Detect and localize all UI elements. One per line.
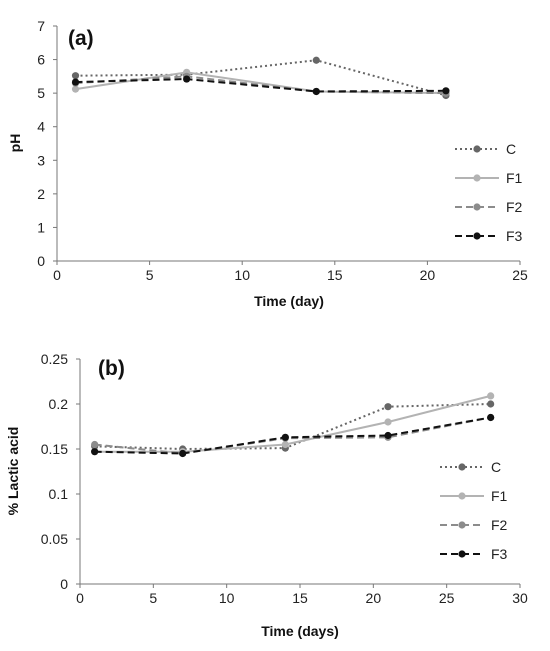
x-tick-label: 5 (149, 590, 157, 606)
x-tick-label: 25 (439, 590, 455, 606)
data-point-f3 (487, 413, 495, 422)
y-tick-label: 0.2 (49, 396, 69, 412)
data-point-f2 (91, 440, 99, 449)
y-tick-label: 0.1 (49, 486, 69, 502)
x-tick-label: 20 (420, 267, 436, 283)
data-point-f3 (71, 78, 80, 86)
series-line-f3 (75, 78, 446, 93)
data-point-f1 (281, 440, 289, 449)
x-tick-label: 10 (219, 590, 235, 606)
data-point-f1 (487, 392, 495, 400)
x-tick-label: 0 (53, 267, 61, 283)
legend-label: C (491, 459, 501, 475)
y-tick-label: 4 (37, 119, 45, 135)
legend-label: F1 (491, 488, 508, 504)
data-point-f3 (91, 448, 99, 456)
data-point-c (71, 72, 80, 80)
series-line-f2 (94, 416, 491, 455)
series-line-f2 (75, 75, 446, 95)
legend-marker-f3 (458, 550, 466, 558)
x-axis-title: Time (days) (261, 623, 339, 639)
y-axis-title: pH (7, 134, 23, 153)
y-tick-label: 0.05 (41, 531, 68, 547)
data-point-c (384, 403, 392, 411)
y-tick-label: 0.15 (41, 441, 68, 457)
legend-label: F2 (491, 517, 508, 533)
legend-label: F3 (491, 546, 508, 562)
data-point-f3 (384, 431, 392, 440)
panel-label: (a) (68, 27, 94, 50)
panel-label: (b) (98, 357, 125, 380)
x-axis-title: Time (day) (254, 293, 324, 309)
data-point-f1 (71, 85, 80, 93)
chart-lactic-acid: 0 5 10 15 20 25 30 0 0.05 0.1 0.15 0.2 0.25 Time (day… (5, 351, 528, 639)
x-tick-label: 20 (366, 590, 382, 606)
data-point-f3 (442, 87, 450, 95)
x-tick-label: 15 (292, 590, 308, 606)
legend-label: F3 (506, 228, 523, 244)
data-point-f3 (179, 449, 187, 458)
legend-marker-f1 (473, 174, 481, 182)
y-tick-label: 0 (60, 576, 68, 592)
y-tick-label: 6 (37, 52, 45, 68)
data-point-f3 (281, 433, 289, 441)
data-point-c (487, 400, 495, 408)
y-tick-label: 7 (37, 18, 45, 34)
x-tick-label: 10 (234, 267, 250, 283)
x-tick-label: 5 (146, 267, 154, 283)
data-point-f3 (183, 75, 191, 83)
y-tick-label: 3 (37, 152, 45, 168)
y-tick-label: 1 (37, 219, 45, 235)
data-point-c (312, 56, 320, 64)
y-tick-label: 5 (37, 85, 45, 101)
legend-marker-f1 (458, 492, 466, 500)
x-tick-label: 30 (512, 590, 528, 606)
legend-label: C (506, 141, 516, 157)
y-axis-title: % Lactic acid (5, 427, 21, 516)
x-tick-label: 25 (512, 267, 528, 283)
y-tick-label: 0.25 (41, 351, 68, 367)
legend-marker-f3 (473, 232, 481, 240)
y-tick-label: 2 (37, 186, 45, 202)
legend-marker-f2 (473, 203, 481, 211)
series-line-c (75, 59, 447, 97)
series-line-f1 (94, 394, 491, 453)
y-tick-label: 0 (37, 253, 45, 269)
x-tick-label: 0 (76, 590, 84, 606)
series-line-f3 (94, 416, 491, 455)
legend-label: F2 (506, 199, 523, 215)
x-tick-label: 15 (327, 267, 343, 283)
data-point-f3 (312, 87, 320, 96)
legend-marker-c (473, 145, 481, 153)
data-point-f1 (384, 418, 392, 426)
chart-ph: 0 5 10 15 20 25 0 1 2 3 4 5 6 7 Time (day) pH (a) C F1 F2 F3 (7, 18, 528, 309)
legend-label: F1 (506, 170, 523, 186)
legend-marker-f2 (458, 521, 466, 529)
legend-marker-c (458, 463, 466, 471)
